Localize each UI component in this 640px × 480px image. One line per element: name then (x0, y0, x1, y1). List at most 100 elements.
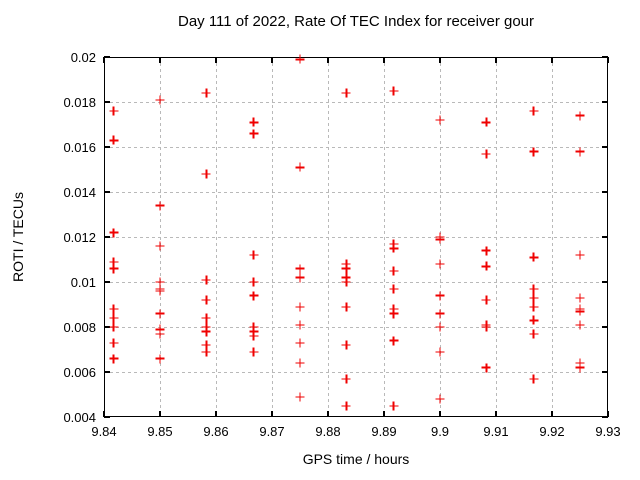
data-point-marker (389, 243, 399, 253)
data-point-marker (575, 147, 585, 156)
y-tick-mark-right (602, 236, 608, 238)
x-tick-mark-top (327, 57, 329, 63)
data-point-marker (109, 228, 119, 237)
x-tick-mark-bottom (383, 411, 385, 417)
data-point-marker (389, 266, 399, 276)
y-tick-label: 0.012 (63, 229, 96, 245)
data-point-marker (155, 95, 165, 105)
data-point-marker (389, 401, 399, 411)
data-point-marker (481, 246, 491, 255)
data-point-marker (389, 86, 399, 96)
y-tick-mark-left (104, 101, 110, 103)
data-point-marker (341, 340, 351, 350)
x-tick-label: 9.92 (539, 424, 565, 439)
data-point-marker (481, 261, 491, 271)
y-gridline (104, 146, 608, 148)
data-point-marker (341, 277, 351, 287)
x-tick-mark-bottom (495, 411, 497, 417)
data-point-marker (481, 117, 491, 127)
data-point-marker (341, 401, 351, 411)
y-tick-mark-right (602, 371, 608, 373)
y-tick-mark-left (104, 236, 110, 238)
data-point-marker (201, 275, 211, 285)
data-point-marker (201, 88, 211, 98)
data-point-marker (201, 313, 211, 323)
data-point-marker (529, 106, 539, 116)
data-point-marker (389, 336, 399, 345)
data-point-marker (295, 338, 305, 348)
data-point-marker (481, 149, 491, 159)
y-tick-label: 0.016 (63, 139, 96, 155)
y-tick-label: 0.004 (63, 409, 96, 425)
data-point-marker (529, 315, 539, 325)
data-point-marker (529, 293, 539, 303)
data-point-marker (249, 129, 259, 138)
x-tick-mark-top (439, 57, 441, 63)
data-point-marker (155, 329, 165, 339)
data-point-marker (109, 106, 119, 116)
data-point-marker (529, 302, 539, 312)
y-gridline (104, 371, 608, 373)
x-tick-label: 9.89 (371, 424, 397, 439)
data-point-marker (109, 257, 119, 267)
data-point-marker (435, 347, 445, 357)
data-point-marker (341, 302, 351, 312)
y-tick-label: 0.018 (63, 94, 96, 110)
data-point-marker (529, 284, 539, 294)
data-point-marker (481, 322, 491, 332)
x-tick-mark-top (607, 57, 609, 63)
x-tick-label: 9.91 (483, 424, 509, 439)
data-point-marker (575, 320, 585, 330)
data-point-marker (575, 306, 585, 316)
data-point-marker (109, 322, 119, 332)
y-gridline (104, 191, 608, 193)
data-point-marker (435, 234, 445, 244)
y-tick-mark-right (602, 416, 608, 418)
data-point-marker (155, 241, 165, 251)
x-tick-label: 9.85 (147, 424, 173, 439)
x-tick-mark-top (495, 57, 497, 63)
data-point-marker (295, 302, 305, 312)
data-point-marker (295, 320, 305, 330)
x-tick-mark-top (383, 57, 385, 63)
data-point-marker (109, 264, 119, 273)
data-point-marker (295, 358, 305, 368)
data-point-marker (109, 338, 119, 348)
x-tick-mark-bottom (271, 411, 273, 417)
data-point-marker (435, 394, 445, 404)
x-tick-mark-bottom (215, 411, 217, 417)
data-point-marker (155, 354, 165, 363)
x-tick-mark-bottom (551, 411, 553, 417)
data-point-marker (201, 295, 211, 305)
data-point-marker (295, 162, 305, 172)
data-point-marker (529, 252, 539, 262)
data-point-marker (575, 250, 585, 260)
x-tick-mark-bottom (607, 411, 609, 417)
data-point-marker (341, 88, 351, 98)
data-point-marker (201, 327, 211, 336)
data-point-marker (435, 259, 445, 269)
data-point-marker (201, 347, 211, 357)
y-tick-mark-right (602, 281, 608, 283)
y-tick-label: 0.02 (70, 49, 96, 65)
data-point-marker (529, 147, 539, 156)
x-tick-label: 9.87 (259, 424, 285, 439)
y-tick-mark-right (602, 326, 608, 328)
x-axis-label: GPS time / hours (302, 451, 410, 467)
data-point-marker (435, 322, 445, 332)
x-tick-mark-top (551, 57, 553, 63)
x-tick-mark-top (159, 57, 161, 63)
data-point-marker (341, 374, 351, 384)
data-point-marker (435, 309, 445, 318)
x-tick-mark-bottom (159, 411, 161, 417)
x-tick-label: 9.9 (430, 424, 450, 439)
y-tick-label: 0.008 (63, 319, 96, 335)
x-tick-mark-bottom (439, 411, 441, 417)
y-tick-mark-right (602, 146, 608, 148)
data-point-marker (435, 115, 445, 125)
chart-title: Day 111 of 2022, Rate Of TEC Index for r… (177, 13, 534, 30)
y-gridline (104, 236, 608, 238)
data-point-marker (109, 135, 119, 145)
y-tick-mark-right (602, 191, 608, 193)
